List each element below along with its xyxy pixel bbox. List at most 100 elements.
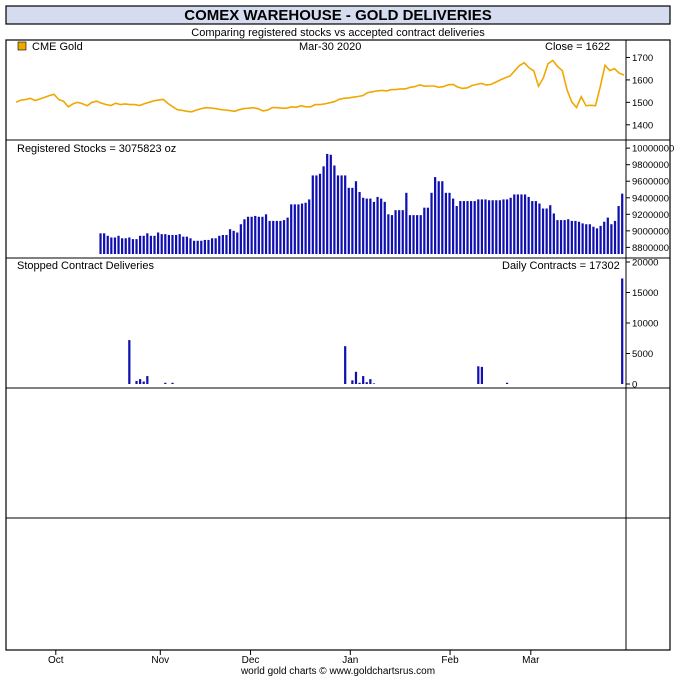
registered-stocks-bar: [581, 223, 584, 254]
registered-stocks-bar: [469, 201, 473, 254]
daily-contracts-bar: [372, 383, 376, 384]
chart-title: COMEX WAREHOUSE - GOLD DELIVERIES: [184, 7, 492, 24]
registered-stocks-bar: [333, 165, 336, 254]
legend-gold-swatch: [17, 41, 27, 51]
registered-stocks-bar: [113, 237, 117, 254]
registered-stocks-bar: [210, 238, 214, 254]
registered-stocks-bar: [99, 233, 102, 254]
registered-stocks-bar: [318, 173, 322, 254]
registered-stocks-bar: [588, 224, 591, 254]
registered-stocks-bar: [505, 199, 509, 254]
registered-stocks-bar: [171, 234, 174, 254]
registered-stocks-bar: [156, 232, 160, 254]
contracts-axis-tick-label: 20000: [632, 258, 658, 269]
stopped-deliveries-label: Stopped Contract Deliveries: [17, 260, 154, 272]
registered-stocks-bar: [182, 236, 185, 254]
registered-stocks-bar: [128, 237, 131, 254]
registered-stocks-bar: [466, 201, 469, 254]
registered-stocks-bar: [412, 215, 415, 254]
registered-stocks-bar: [502, 199, 505, 254]
registered-stocks-bar: [174, 234, 178, 254]
registered-stocks-bar: [279, 220, 282, 254]
registered-stocks-bar: [153, 235, 156, 254]
registered-stocks-bar: [419, 215, 422, 254]
stocks-axis-tick-label: 9800000: [632, 160, 669, 171]
registered-stocks-bar: [149, 235, 153, 254]
registered-stocks-bar: [541, 208, 545, 254]
registered-stocks-bar: [426, 207, 430, 254]
registered-stocks-bar: [459, 201, 462, 254]
registered-stocks-bar: [297, 204, 300, 254]
registered-stocks-bar: [477, 199, 480, 254]
registered-stocks-bar: [376, 196, 379, 254]
registered-stocks-bar: [261, 216, 264, 254]
registered-stocks-bar: [621, 193, 624, 254]
legend-gold-label: CME Gold: [32, 41, 83, 53]
registered-stocks-bar: [207, 239, 210, 254]
registered-stocks-bar: [246, 216, 250, 254]
registered-stocks-bar: [135, 239, 138, 254]
registered-stocks-bar: [257, 216, 260, 254]
registered-stocks-bar: [142, 235, 145, 254]
x-tick-label: Feb: [441, 655, 459, 666]
registered-stocks-bar: [398, 210, 401, 254]
x-tick-label: Oct: [48, 655, 64, 666]
registered-stocks-bar: [351, 187, 354, 254]
registered-stocks-bar: [452, 198, 455, 254]
registered-stocks-bar: [523, 194, 527, 254]
registered-stocks-bar: [329, 154, 332, 254]
daily-contracts-bar: [171, 382, 174, 384]
registered-stocks-bar: [228, 229, 232, 254]
registered-stocks-bar: [613, 220, 617, 254]
registered-stocks-bar: [336, 175, 340, 254]
daily-contracts-bar: [480, 366, 484, 384]
x-tick-label: Dec: [242, 655, 260, 666]
registered-stocks-bar: [275, 220, 278, 254]
daily-contracts-label: Daily Contracts = 17302: [502, 260, 620, 272]
registered-stocks-bar: [203, 239, 206, 254]
contracts-axis-tick-label: 5000: [632, 349, 653, 360]
registered-stocks-bar: [178, 234, 181, 254]
close-label: Close = 1622: [545, 41, 610, 53]
registered-stocks-bar: [408, 215, 412, 254]
registered-stocks-bar: [516, 194, 519, 254]
registered-stocks-bar: [340, 175, 343, 254]
registered-stocks-bar: [326, 153, 329, 254]
daily-contracts-bar: [362, 376, 365, 384]
daily-contracts-bar: [351, 380, 354, 384]
daily-contracts-bar: [142, 381, 145, 384]
registered-stocks-bar: [372, 201, 376, 254]
registered-stocks-bar: [577, 221, 581, 254]
registered-stocks-bar: [290, 204, 293, 254]
registered-stocks-bar: [214, 238, 217, 254]
registered-stocks-bar: [106, 235, 109, 254]
registered-stocks-bar: [484, 199, 487, 254]
registered-stocks-bar: [538, 203, 541, 254]
registered-stocks-bar: [268, 220, 271, 254]
registered-stocks-bar: [570, 220, 573, 254]
contracts-axis-tick-label: 10000: [632, 319, 658, 330]
registered-stocks-bar: [416, 215, 419, 254]
registered-stocks-bar: [534, 201, 537, 254]
registered-stocks-bar: [121, 238, 124, 254]
registered-stocks-bar: [603, 221, 606, 254]
registered-stocks-bar: [315, 175, 318, 254]
registered-stocks-bar: [167, 234, 171, 254]
registered-stocks-bar: [448, 192, 451, 254]
registered-stocks-bar: [311, 175, 314, 254]
registered-stocks-bar: [380, 198, 383, 254]
daily-contracts-bar: [139, 379, 142, 384]
registered-stocks-bar: [610, 224, 613, 254]
stocks-axis-tick-label: 9400000: [632, 193, 669, 204]
registered-stocks-bar: [606, 217, 609, 254]
registered-stocks-bar: [592, 226, 595, 254]
registered-stocks-bar: [146, 233, 149, 254]
registered-stocks-bar: [387, 214, 390, 254]
registered-stocks-bar: [434, 177, 437, 254]
registered-stocks-bar: [196, 240, 199, 254]
registered-stocks-bar: [473, 201, 476, 254]
registered-stocks-bar: [239, 224, 242, 254]
registered-stocks-bar: [344, 175, 347, 254]
registered-stocks-bar: [218, 235, 221, 254]
registered-stocks-bar: [308, 199, 311, 254]
